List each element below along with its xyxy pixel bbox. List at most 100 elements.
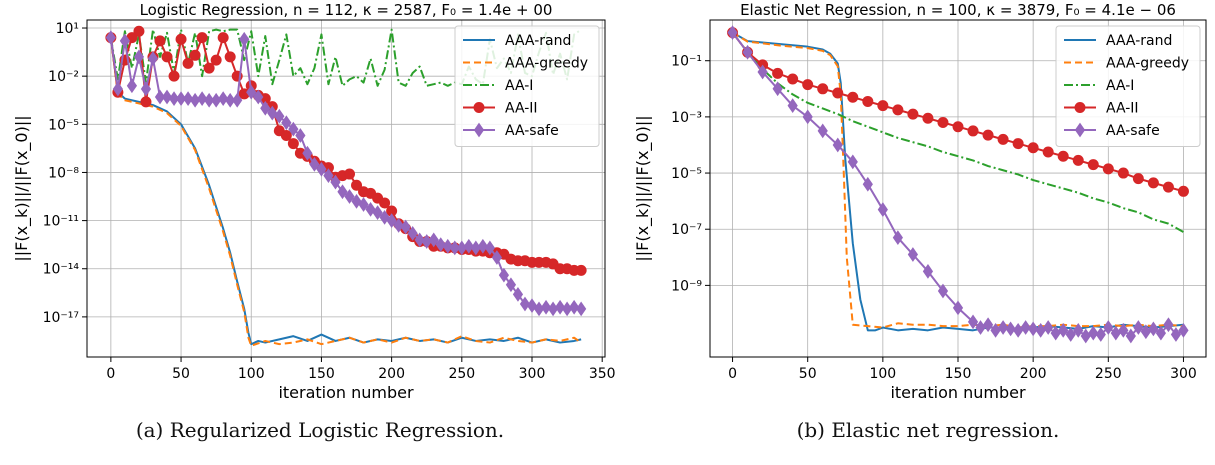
data-point	[817, 83, 829, 95]
data-point	[246, 84, 257, 100]
data-point	[922, 263, 934, 279]
data-point	[161, 51, 173, 63]
data-point	[1057, 150, 1069, 162]
y-tick-label: 10⁻¹	[671, 54, 702, 70]
data-point	[847, 154, 858, 170]
data-point	[787, 98, 798, 114]
x-axis-label: iteration number	[278, 383, 414, 402]
series-AAA-greedy	[109, 37, 582, 347]
data-point	[196, 32, 208, 44]
data-point	[847, 91, 859, 103]
data-point	[161, 89, 173, 105]
data-point	[175, 33, 187, 45]
data-point	[140, 96, 152, 108]
x-tick-label: 150	[945, 366, 972, 382]
data-point	[323, 168, 334, 184]
data-point	[182, 57, 194, 69]
legend-label: AA-safe	[505, 123, 559, 139]
data-point	[400, 219, 411, 235]
y-tick-label: 10⁻¹¹	[43, 214, 79, 230]
chart-title: Logistic Regression, n = 112, κ = 2587, …	[140, 1, 553, 19]
data-point	[892, 230, 903, 246]
data-point	[576, 301, 587, 317]
legend-label: AA-safe	[1106, 123, 1160, 139]
data-point	[1012, 138, 1024, 150]
data-point	[967, 314, 979, 330]
data-point	[239, 31, 250, 47]
data-point	[330, 174, 341, 190]
data-point	[505, 277, 517, 293]
data-point	[133, 49, 145, 65]
data-point	[154, 89, 166, 105]
data-point	[498, 267, 510, 283]
x-tick-label: 100	[238, 366, 265, 382]
data-point	[1005, 321, 1016, 337]
data-point	[295, 128, 306, 143]
data-point	[218, 91, 229, 107]
data-point	[519, 296, 531, 312]
legend-label: AA-II	[505, 101, 538, 117]
series-line	[732, 31, 1184, 329]
data-point	[281, 115, 292, 131]
data-point	[1028, 321, 1039, 337]
x-tick-label: 200	[1020, 366, 1047, 382]
data-point	[316, 161, 327, 177]
data-point	[204, 92, 215, 108]
legend-box	[1055, 25, 1201, 147]
data-point	[787, 73, 799, 85]
data-point	[477, 238, 488, 254]
data-point	[1132, 173, 1144, 185]
series-AA-II	[727, 27, 1189, 197]
legend-label: AAA-greedy	[505, 56, 588, 72]
data-point	[1170, 327, 1182, 342]
data-point	[386, 213, 397, 228]
data-point	[1088, 325, 1099, 341]
chart-1: 0 50 100 150 200 250 300 10⁻¹ 10⁻³ 10⁻⁵ 10⁻⁷ 10⁻⁹ El…	[633, 1, 1207, 402]
data-point	[757, 64, 768, 80]
data-point	[1103, 320, 1114, 335]
data-point	[484, 240, 495, 256]
data-point	[892, 104, 904, 116]
x-tick-label: 100	[869, 366, 896, 382]
y-tick-label: 10⁻²	[48, 69, 79, 85]
data-point	[182, 91, 194, 107]
data-point	[1020, 320, 1031, 335]
chart-title: Elastic Net Regression, n = 100, κ = 387…	[740, 1, 1176, 19]
data-point	[337, 184, 348, 200]
series-AA-I	[731, 32, 1184, 233]
data-point	[1118, 322, 1129, 338]
data-point	[1058, 322, 1069, 338]
data-point	[449, 240, 460, 256]
data-point	[802, 109, 813, 125]
data-point	[1013, 322, 1024, 338]
data-point	[372, 205, 383, 220]
y-tick-label: 10⁻⁸	[48, 165, 79, 181]
data-point	[168, 70, 180, 82]
x-tick-label: 350	[589, 366, 616, 382]
data-point	[344, 168, 356, 180]
y-tick-label: 10⁻¹⁷	[43, 310, 79, 326]
series-line	[109, 37, 582, 347]
legend-label: AA-I	[505, 78, 533, 94]
data-point	[1163, 317, 1174, 333]
x-tick-label: 250	[448, 366, 475, 382]
data-point	[112, 81, 123, 97]
data-point	[414, 232, 425, 248]
data-point	[1095, 327, 1106, 342]
data-point	[309, 157, 320, 172]
data-point	[119, 33, 131, 49]
y-tick-label: 10¹	[56, 21, 79, 37]
x-tick-label: 0	[106, 366, 115, 382]
data-point	[877, 100, 889, 112]
data-point	[569, 299, 580, 315]
data-point	[260, 100, 271, 116]
data-point	[772, 67, 784, 79]
series-AA-safe	[727, 25, 1189, 344]
legend-label: AA-I	[1106, 78, 1134, 94]
data-point	[1162, 181, 1174, 193]
data-point	[1147, 177, 1159, 189]
data-point	[997, 133, 1009, 145]
data-point	[189, 49, 201, 61]
data-point	[982, 129, 994, 141]
